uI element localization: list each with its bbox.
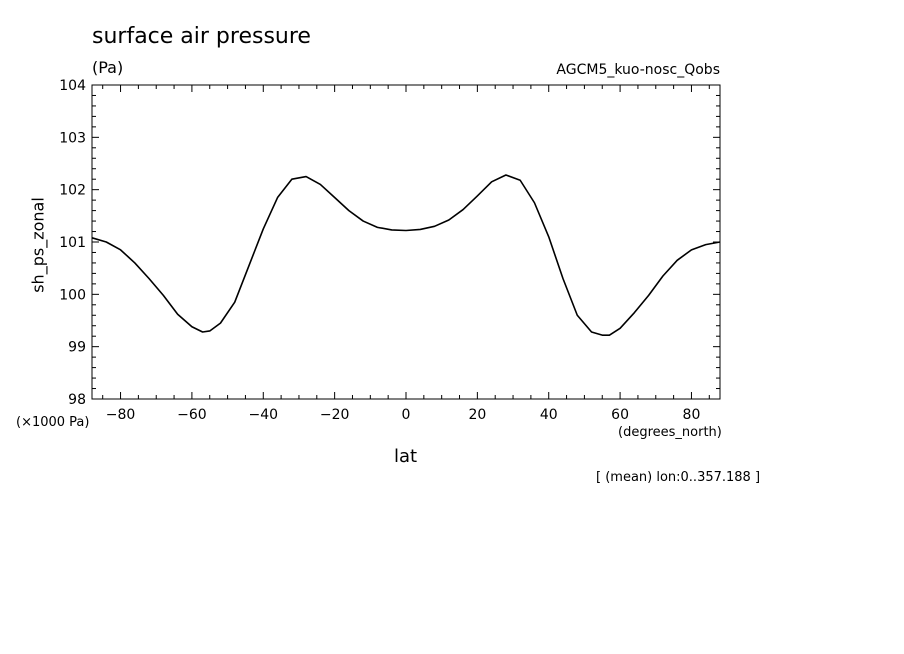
y-scale-note: (×1000 Pa) — [16, 415, 90, 430]
x-tick-label: 20 — [468, 407, 486, 423]
chart-title: surface air pressure — [92, 24, 311, 49]
x-tick-label: 40 — [540, 407, 558, 423]
x-tick-label: −40 — [248, 407, 278, 423]
x-tick-label: −20 — [320, 407, 350, 423]
averaging-note: [ (mean) lon:0..357.188 ] — [596, 470, 761, 485]
x-tick-label: −80 — [106, 407, 136, 423]
units-label: (Pa) — [92, 58, 124, 77]
y-tick-label: 102 — [59, 183, 86, 199]
x-axis-title: lat — [394, 446, 418, 467]
y-tick-label: 98 — [68, 392, 86, 408]
series-line — [91, 174, 721, 336]
x-tick-label: 60 — [611, 407, 629, 423]
y-tick-label: 100 — [59, 287, 86, 303]
plot-frame — [91, 84, 721, 400]
y-tick-label: 104 — [59, 78, 86, 94]
run-label: AGCM5_kuo-nosc_Qobs — [556, 62, 720, 78]
y-tick-label: 99 — [68, 340, 86, 356]
y-tick-label: 103 — [59, 130, 86, 146]
y-tick-label: 101 — [59, 235, 86, 251]
x-tick-label: −60 — [177, 407, 207, 423]
x-tick-label: 80 — [683, 407, 701, 423]
x-unit-label: (degrees_north) — [618, 425, 722, 440]
x-tick-label: 0 — [402, 407, 411, 423]
